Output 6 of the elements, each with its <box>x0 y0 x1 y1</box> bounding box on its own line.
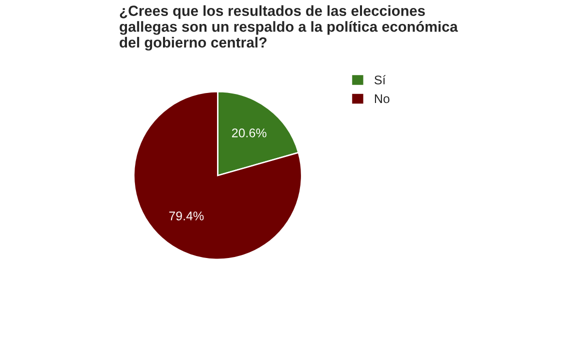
data-label: 79.4% <box>169 212 204 220</box>
chart-title: ¿Crees que los resultados de las elecciones gallegas son un respaldo a la política económica del gobierno central? <box>120 5 458 51</box>
legend-label: No <box>374 94 390 104</box>
legend-label: Sí <box>374 75 386 84</box>
pie-slice <box>133 90 302 260</box>
data-label: 20.6% <box>232 128 266 138</box>
